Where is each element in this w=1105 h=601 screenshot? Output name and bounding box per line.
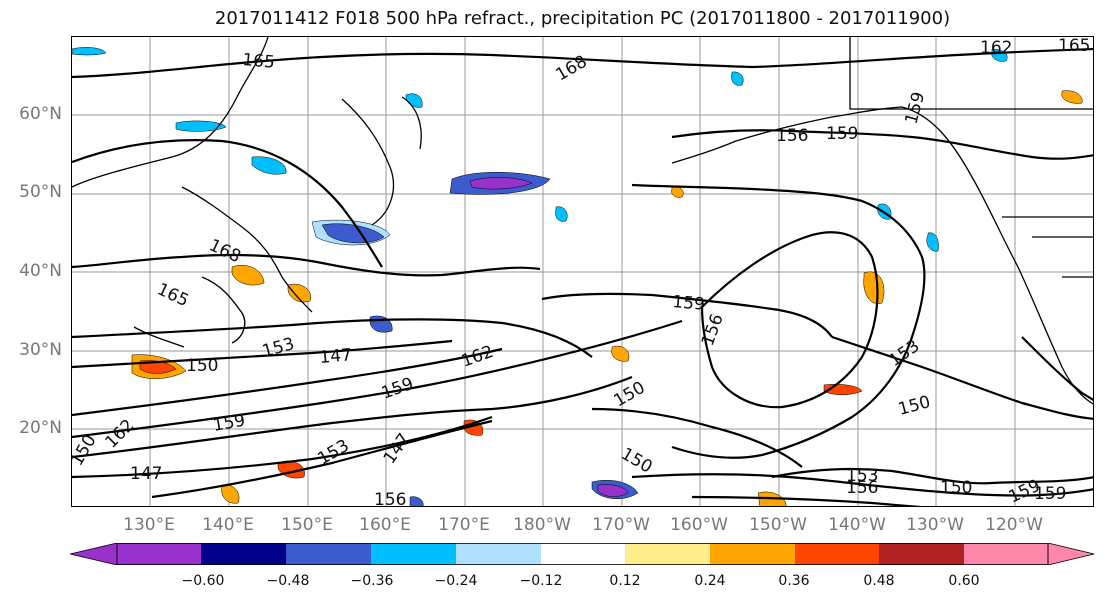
lat-label-20n: 20°N — [19, 418, 62, 438]
colorbar-segment — [710, 543, 795, 565]
lon-label-130w: 130°W — [906, 515, 964, 535]
contour-label: 147 — [130, 464, 162, 484]
lat-label-30n: 30°N — [19, 340, 62, 360]
colorbar-segment — [117, 543, 201, 565]
colorbar-segment — [541, 543, 625, 565]
map-canvas: 165 168 156 159 162 165 159 168 165 153 … — [72, 37, 1093, 507]
contour-label: 165 — [154, 279, 192, 311]
map-panel: 165 168 156 159 162 165 159 168 165 153 … — [71, 36, 1094, 507]
contour-label: 159 — [379, 374, 416, 404]
colorbar-tick: −0.60 — [181, 573, 225, 589]
lat-label-50n: 50°N — [19, 182, 62, 202]
colorbar-segment — [625, 543, 710, 565]
contours — [72, 47, 1093, 506]
contour-label: 159 — [672, 292, 706, 315]
colorbar-tick: 0.36 — [778, 573, 810, 589]
contour-label: 156 — [374, 490, 406, 507]
lon-label-120w: 120°W — [985, 515, 1043, 535]
contour-label: 156 — [776, 126, 808, 146]
lon-label-180w: 180°W — [513, 515, 571, 535]
colorbar — [70, 543, 1095, 565]
colorbar-tick: −0.48 — [266, 573, 310, 589]
lat-label-40n: 40°N — [19, 261, 62, 281]
colorbar-tick: −0.12 — [519, 573, 563, 589]
colorbar-segment — [70, 543, 118, 565]
colorbar-tick: −0.36 — [350, 573, 394, 589]
contour-label: 159 — [826, 124, 858, 144]
map-title: 2017011412 F018 500 hPa refract., precip… — [214, 8, 951, 29]
colorbar-tick: 0.24 — [694, 573, 726, 589]
contour-label: 150 — [896, 392, 933, 420]
colorbar-segment — [879, 543, 964, 565]
lon-label-170e: 170°E — [438, 515, 490, 535]
contour-label: 165 — [242, 50, 276, 73]
contour-label: 153 — [315, 436, 353, 470]
lon-label-140w: 140°W — [828, 515, 886, 535]
contour-label: 153 — [846, 466, 878, 486]
colorbar-tick: −0.24 — [434, 573, 478, 589]
contour-label: 147 — [380, 430, 415, 468]
contour-label: 159 — [211, 411, 246, 436]
lon-label-160w: 160°W — [670, 515, 728, 535]
contour-label: 159 — [902, 90, 930, 127]
contour-label: 168 — [206, 235, 244, 267]
colorbar-tick: 0.48 — [863, 573, 895, 589]
contour-label: 153 — [260, 334, 297, 362]
lon-label-170w: 170°W — [592, 515, 650, 535]
lon-label-150w: 150°W — [749, 515, 807, 535]
colorbar-segment — [964, 543, 1048, 565]
contour-label: 150 — [940, 478, 972, 498]
contour-label: 162 — [459, 342, 496, 372]
lon-label-150e: 150°E — [281, 515, 333, 535]
contour-label: 150 — [186, 356, 218, 376]
contour-label: 147 — [319, 345, 353, 368]
contour-label: 165 — [1058, 37, 1090, 56]
lon-label-160e: 160°E — [359, 515, 411, 535]
contour-label: 168 — [553, 52, 591, 86]
colorbar-tick: 0.60 — [948, 573, 980, 589]
lon-label-130e: 130°E — [123, 515, 175, 535]
contour-label: 159 — [1034, 484, 1066, 504]
lat-label-60n: 60°N — [19, 104, 62, 124]
contour-label: 150 — [618, 444, 656, 478]
colorbar-segment — [371, 543, 456, 565]
colorbar-segment — [286, 543, 371, 565]
contour-label: 156 — [846, 478, 878, 498]
colorbar-segment — [456, 543, 541, 565]
colorbar-segment — [201, 543, 286, 565]
colorbar-segment — [795, 543, 879, 565]
lon-label-140e: 140°E — [202, 515, 254, 535]
colorbar-segment — [1047, 543, 1095, 565]
contour-label: 162 — [101, 415, 138, 452]
contour-label: 162 — [980, 38, 1012, 58]
colorbar-tick: 0.12 — [609, 573, 641, 589]
